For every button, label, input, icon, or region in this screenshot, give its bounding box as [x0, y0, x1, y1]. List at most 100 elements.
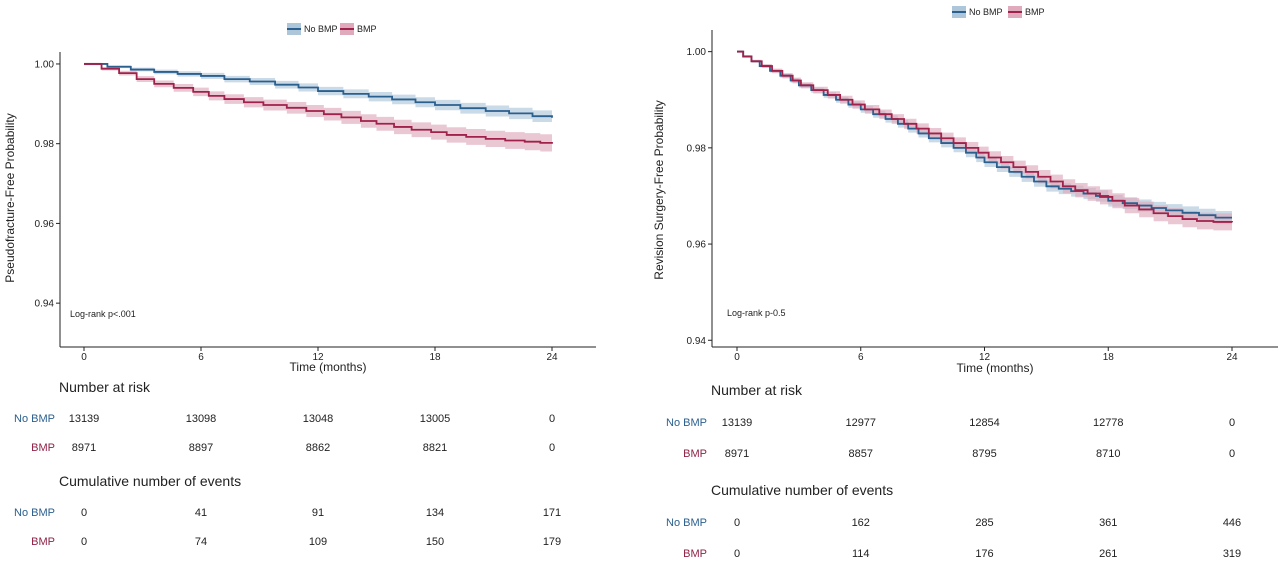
right-x-tick-label: 18 — [1103, 352, 1115, 363]
right-x-ticks: 0 6 12 18 24 — [734, 347, 1238, 363]
left-risk-cell-bmp: 8971 — [72, 442, 96, 454]
left-legend-bmp-label: BMP — [357, 24, 377, 34]
left-risk-cell-no-bmp: 13005 — [420, 413, 451, 425]
left-y-ticks: 0.94 0.96 0.98 1.00 — [35, 59, 60, 310]
right-events-table-title: Cumulative number of events — [711, 482, 893, 498]
right-y-axis-label: Revision Surgery-Free Probability — [652, 100, 666, 279]
left-events-cell-bmp: 179 — [543, 536, 561, 548]
left-events-group-bmp: BMP — [31, 536, 55, 548]
right-ci-bands — [737, 50, 1232, 232]
right-x-tick-label: 12 — [979, 352, 991, 363]
right-events-cell-bmp: 319 — [1223, 548, 1241, 560]
left-legend: No BMP BMP — [287, 23, 377, 35]
right-risk-cell-bmp: 8795 — [972, 448, 996, 460]
left-x-tick-label: 0 — [81, 352, 87, 363]
left-no-bmp-survival-line — [84, 63, 553, 118]
right-x-axis-label: Time (months) — [957, 361, 1034, 375]
right-legend-bmp-label: BMP — [1025, 7, 1045, 17]
left-y-axis-label: Pseudofracture-Free Probability — [3, 113, 17, 282]
left-risk-cell-bmp: 8862 — [306, 442, 330, 454]
right-risk-table: Number at risk No BMP BMP 13139 12977 1285… — [666, 382, 1235, 460]
left-y-tick-label: 0.94 — [35, 299, 55, 310]
left-risk-cell-no-bmp: 13139 — [69, 413, 100, 425]
left-risk-table: Number at risk No BMP BMP 13139 13098 1304… — [14, 379, 555, 454]
left-risk-group-no-bmp: No BMP — [14, 413, 55, 425]
left-events-cell-bmp: 74 — [195, 536, 207, 548]
right-no-bmp-ci-band — [737, 50, 1232, 225]
right-chart: No BMP BMP 0.94 0.96 0.98 1.00 0 6 12 18 24 Tim… — [652, 6, 1278, 375]
right-events-cell-no-bmp: 162 — [852, 517, 870, 529]
left-chart: No BMP BMP 0.94 0.96 0.98 1.00 0 6 12 18 24 Tim… — [3, 23, 596, 374]
right-risk-cell-bmp: 8710 — [1096, 448, 1120, 460]
left-events-table: Cumulative number of events No BMP BMP 0… — [14, 473, 561, 548]
right-legend: No BMP BMP — [952, 6, 1045, 18]
left-bmp-survival-line — [84, 63, 553, 144]
left-events-cell-bmp: 109 — [309, 536, 327, 548]
left-no-bmp-ci-band — [84, 63, 552, 124]
left-events-group-no-bmp: No BMP — [14, 507, 55, 519]
right-legend-no-bmp-label: No BMP — [969, 7, 1003, 17]
right-events-cell-no-bmp: 285 — [975, 517, 993, 529]
right-risk-cell-no-bmp: 12854 — [969, 417, 1000, 429]
right-y-tick-label: 0.94 — [687, 336, 707, 347]
left-risk-cell-no-bmp: 0 — [549, 413, 555, 425]
right-events-cell-bmp: 114 — [852, 548, 870, 560]
left-x-tick-label: 12 — [312, 352, 324, 363]
right-risk-group-no-bmp: No BMP — [666, 417, 707, 429]
right-x-tick-label: 0 — [734, 352, 740, 363]
left-x-tick-label: 24 — [546, 352, 558, 363]
left-events-cell-no-bmp: 41 — [195, 507, 207, 519]
right-risk-cell-bmp: 8857 — [849, 448, 873, 460]
right-events-group-bmp: BMP — [683, 548, 707, 560]
left-y-tick-label: 0.96 — [35, 219, 55, 230]
right-events-cells: 0 162 285 361 446 0 114 176 261 319 — [734, 517, 1241, 560]
right-events-table: Cumulative number of events No BMP BMP 0… — [666, 482, 1241, 560]
right-risk-group-bmp: BMP — [683, 448, 707, 460]
left-x-tick-label: 18 — [429, 352, 441, 363]
right-x-tick-label: 24 — [1226, 352, 1238, 363]
left-events-cell-no-bmp: 171 — [543, 507, 561, 519]
left-events-cells: 0 41 91 134 171 0 74 109 150 179 — [81, 507, 561, 548]
right-events-cell-no-bmp: 446 — [1223, 517, 1241, 529]
left-risk-cell-no-bmp: 13048 — [303, 413, 334, 425]
right-risk-cell-no-bmp: 0 — [1229, 417, 1235, 429]
right-risk-cell-no-bmp: 12977 — [845, 417, 876, 429]
left-events-cell-no-bmp: 91 — [312, 507, 324, 519]
right-events-cell-bmp: 176 — [975, 548, 993, 560]
right-risk-cell-bmp: 8971 — [725, 448, 749, 460]
right-events-cell-bmp: 0 — [734, 548, 740, 560]
right-events-cell-no-bmp: 361 — [1099, 517, 1117, 529]
left-legend-no-bmp-label: No BMP — [304, 24, 338, 34]
left-events-cell-bmp: 150 — [426, 536, 444, 548]
left-survival-lines — [84, 63, 553, 144]
right-survival-lines — [737, 50, 1233, 223]
left-logrank-annotation: Log-rank p<.001 — [70, 309, 136, 319]
right-no-bmp-survival-line — [737, 50, 1232, 219]
right-logrank-annotation: Log-rank p-0.5 — [727, 308, 786, 318]
right-risk-cells: 13139 12977 12854 12778 0 8971 8857 8795 8710 0 — [722, 417, 1235, 460]
left-risk-cells: 13139 13098 13048 13005 0 8971 8897 8862 8821 0 — [69, 413, 555, 454]
right-risk-cell-no-bmp: 13139 — [722, 417, 753, 429]
left-bmp-ci-band — [84, 62, 552, 153]
left-x-ticks: 0 6 12 18 24 — [81, 347, 558, 363]
left-events-cell-bmp: 0 — [81, 536, 87, 548]
left-risk-cell-no-bmp: 13098 — [186, 413, 217, 425]
right-risk-cell-no-bmp: 12778 — [1093, 417, 1124, 429]
left-events-cell-no-bmp: 0 — [81, 507, 87, 519]
left-risk-table-title: Number at risk — [59, 379, 151, 395]
right-events-group-no-bmp: No BMP — [666, 517, 707, 529]
left-events-table-title: Cumulative number of events — [59, 473, 241, 489]
right-y-tick-label: 1.00 — [687, 47, 707, 58]
left-y-tick-label: 0.98 — [35, 139, 55, 150]
left-risk-group-bmp: BMP — [31, 442, 55, 454]
right-x-tick-label: 6 — [858, 352, 864, 363]
left-risk-cell-bmp: 0 — [549, 442, 555, 454]
right-risk-table-title: Number at risk — [711, 382, 803, 398]
left-events-cell-no-bmp: 134 — [426, 507, 444, 519]
right-events-cell-no-bmp: 0 — [734, 517, 740, 529]
left-x-tick-label: 6 — [198, 352, 204, 363]
left-x-axis-label: Time (months) — [290, 360, 367, 374]
right-events-cell-bmp: 261 — [1099, 548, 1117, 560]
right-y-ticks: 0.94 0.96 0.98 1.00 — [687, 47, 712, 347]
